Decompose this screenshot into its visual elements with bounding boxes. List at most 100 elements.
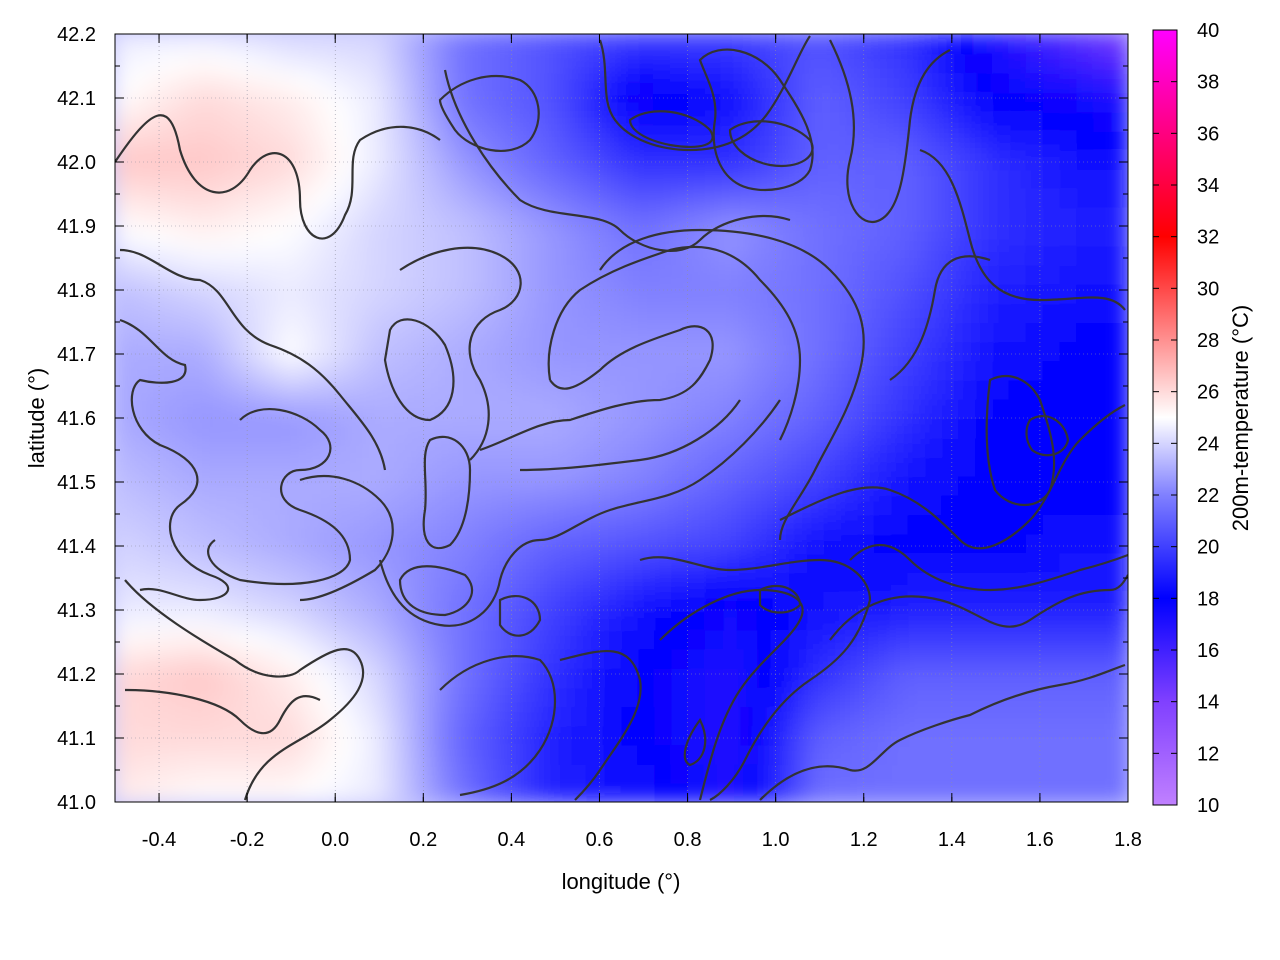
heat-cell	[873, 532, 893, 554]
heat-cell	[198, 225, 218, 247]
heat-cell	[164, 397, 184, 419]
heat-cell	[350, 90, 370, 112]
heat-cell	[907, 34, 927, 55]
heat-cell	[553, 90, 572, 112]
heat-cell	[434, 109, 454, 131]
heat-cell	[536, 397, 555, 419]
heat-cell	[536, 340, 555, 362]
heat-cell	[603, 52, 623, 74]
heat-cell	[147, 570, 167, 592]
heat-cell	[721, 493, 741, 515]
heat-cell	[688, 781, 707, 802]
heat-cell	[282, 129, 302, 151]
heat-cell	[873, 186, 893, 208]
heat-cell	[367, 282, 387, 304]
heat-cell	[553, 263, 572, 285]
heat-cell	[485, 186, 505, 208]
heat-cell	[569, 647, 589, 669]
heat-cell	[434, 129, 454, 151]
heat-cell	[991, 417, 1011, 439]
heat-cell	[249, 71, 268, 93]
heat-cell	[1093, 762, 1113, 784]
heat-cell	[671, 647, 691, 669]
heat-cell	[417, 705, 437, 727]
heat-cell	[468, 321, 488, 343]
heat-cell	[485, 493, 505, 515]
colorbar-tick-label: 28	[1197, 330, 1219, 352]
heat-cell	[198, 666, 218, 688]
heat-cell	[553, 647, 572, 669]
heat-cell	[519, 340, 539, 362]
heat-cell	[181, 109, 201, 131]
heat-cell	[772, 244, 792, 266]
heat-cell	[806, 359, 826, 381]
heat-cell	[603, 378, 623, 400]
heat-cell	[873, 628, 893, 650]
heat-cell	[282, 474, 302, 496]
heat-cell	[603, 186, 623, 208]
heat-cell	[1059, 109, 1079, 131]
heat-cell	[468, 551, 488, 573]
heat-cell	[198, 205, 218, 227]
heat-cell	[688, 762, 707, 784]
heat-cell	[316, 263, 336, 285]
heat-cell	[333, 647, 353, 669]
heat-cell	[688, 570, 707, 592]
y-tick-label: 42.0	[57, 152, 96, 174]
heat-cell	[115, 321, 133, 343]
heat-cell	[586, 609, 606, 631]
heat-cell	[1042, 90, 1062, 112]
heat-cell	[350, 282, 370, 304]
heat-cell	[434, 570, 454, 592]
heat-cell	[755, 781, 775, 802]
heat-cell	[704, 685, 724, 707]
heat-cell	[282, 71, 302, 93]
heat-cell	[115, 551, 133, 573]
heat-cell	[704, 205, 724, 227]
heat-cell	[637, 167, 657, 189]
heat-cell	[1059, 493, 1079, 515]
heat-cell	[941, 71, 961, 93]
heat-cell	[215, 263, 235, 285]
heat-cell	[164, 301, 184, 323]
heat-cell	[384, 474, 403, 496]
heat-cell	[434, 321, 454, 343]
heat-cell	[333, 609, 353, 631]
heat-cell	[603, 532, 623, 554]
heat-cell	[890, 589, 910, 611]
heat-cell	[401, 90, 420, 112]
heat-cell	[721, 513, 741, 535]
heat-cell	[1042, 263, 1062, 285]
heat-cell	[856, 301, 876, 323]
heat-cell	[417, 359, 437, 381]
heat-cell	[738, 474, 758, 496]
heat-cell	[502, 167, 522, 189]
heat-cell	[620, 647, 640, 669]
heat-cell	[620, 762, 640, 784]
heat-cell	[941, 340, 961, 362]
heat-cell	[654, 52, 674, 74]
heat-cell	[130, 359, 150, 381]
heat-cell	[350, 340, 370, 362]
heat-cell	[1059, 301, 1079, 323]
heat-cell	[688, 186, 707, 208]
heat-cell	[991, 205, 1011, 227]
x-tick-label: 0.4	[497, 829, 525, 851]
heat-cell	[806, 34, 826, 55]
heat-cell	[941, 781, 961, 802]
heat-cell	[1059, 685, 1079, 707]
heat-cell	[738, 417, 758, 439]
heat-cell	[924, 666, 944, 688]
heat-cell	[772, 705, 792, 727]
colorbar-tick-label: 32	[1197, 227, 1219, 249]
heat-cell	[1110, 570, 1128, 592]
heat-cell	[721, 148, 741, 170]
heat-cell	[147, 474, 167, 496]
heat-cell	[840, 493, 859, 515]
heat-cell	[1042, 570, 1062, 592]
heat-cell	[840, 455, 859, 477]
heat-cell	[147, 340, 167, 362]
heat-cell	[637, 493, 657, 515]
heat-cell	[147, 705, 167, 727]
heat-cell	[333, 762, 353, 784]
